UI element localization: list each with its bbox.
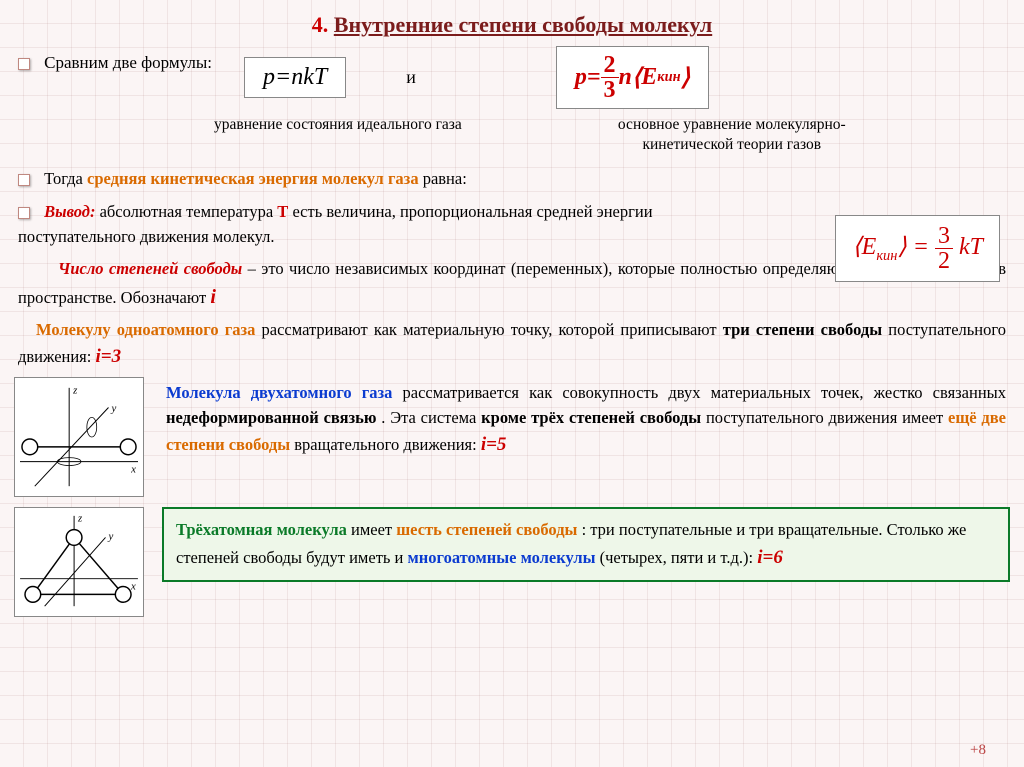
then-pre: Тогда <box>44 169 87 188</box>
di-t3: поступательного движения имеет <box>706 408 948 427</box>
di-t4: вращательного движения: <box>294 435 481 454</box>
bullet-icon <box>18 207 30 219</box>
svg-text:y: y <box>110 403 116 415</box>
tri-i: i=6 <box>757 547 783 568</box>
conclusion-lead: Вывод: <box>44 202 95 221</box>
svg-text:x: x <box>130 464 136 476</box>
tri-s2: шесть степеней свободы <box>396 520 577 539</box>
and-label: и <box>406 67 416 88</box>
mono-i: i=3 <box>95 346 121 367</box>
dof-lead: Число степеней свободы <box>58 259 242 278</box>
di-t2: . Эта система <box>381 408 481 427</box>
tri-s1: Трёхатомная молекула <box>176 520 347 539</box>
bullet-icon <box>18 58 30 70</box>
diagram-triatomic: z y x <box>14 507 144 617</box>
mono-s1: Молекулу одноатомного газа <box>36 320 255 339</box>
then-post: равна: <box>423 169 467 188</box>
formula-pnkt: p = nkT <box>244 57 346 98</box>
di-s3: кроме трёх степеней свободы <box>481 408 701 427</box>
svg-text:z: z <box>72 385 78 397</box>
tri-s3: многоатомные молекулы <box>408 548 596 567</box>
tri-t3: (четырех, пяти и т.д.): <box>600 548 758 567</box>
svg-text:x: x <box>130 581 136 593</box>
bullet-icon <box>18 174 30 186</box>
mono-s2: три степени свободы <box>723 320 882 339</box>
tri-t1: имеет <box>351 520 396 539</box>
svg-text:y: y <box>107 531 113 543</box>
conclusion-t1: абсолютная температура <box>100 202 278 221</box>
title-text: Внутренние степени свободы молекул <box>334 12 712 37</box>
then-mid: средняя кинетическая энергия молекул газ… <box>87 169 419 188</box>
svg-text:z: z <box>77 513 83 525</box>
formula-mkt: p = 23 n ⟨Eкин⟩ <box>556 46 709 109</box>
di-s2: недеформированной связью <box>166 408 376 427</box>
dof-i: i <box>210 286 216 308</box>
diatomic-row: z y x Молекула двухатомного газа рассмат… <box>14 377 1010 497</box>
line-then: Тогда средняя кинетическая энергия молек… <box>18 167 1006 192</box>
page-number: +8 <box>970 742 986 759</box>
conclusion-T: Т <box>277 202 288 221</box>
formula-ekin: ⟨Eкин⟩ = 32 kT <box>835 215 1000 282</box>
line-conclusion: Вывод: абсолютная температура Т есть вел… <box>18 200 698 250</box>
di-t1: рассматривается как совокупность двух ма… <box>403 383 1006 402</box>
triatomic-box: Трёхатомная молекула имеет шесть степене… <box>162 507 1010 582</box>
page-title: 4. Внутренние степени свободы молекул <box>14 12 1010 38</box>
caption-2: основное уравнение молекулярно-кинетичес… <box>582 115 882 155</box>
compare-label: Сравним две формулы: <box>44 53 212 72</box>
title-number: 4. <box>312 12 329 37</box>
caption-1: уравнение состояния идеального газа <box>214 115 462 155</box>
line-mono: Молекулу одноатомного газа рассматривают… <box>18 318 1006 371</box>
mono-t1: рассматривают как материальную точку, ко… <box>262 320 723 339</box>
di-s1: Молекула двухатомного газа <box>166 383 392 402</box>
formula-captions: уравнение состояния идеального газа осно… <box>214 115 1010 155</box>
diatomic-text: Молекула двухатомного газа рассматривает… <box>166 381 1006 459</box>
diagram-diatomic: z y x <box>14 377 144 497</box>
di-i: i=5 <box>481 434 507 455</box>
triatomic-row: z y x Трёхатомная молекула имеет шесть с… <box>14 507 1010 617</box>
